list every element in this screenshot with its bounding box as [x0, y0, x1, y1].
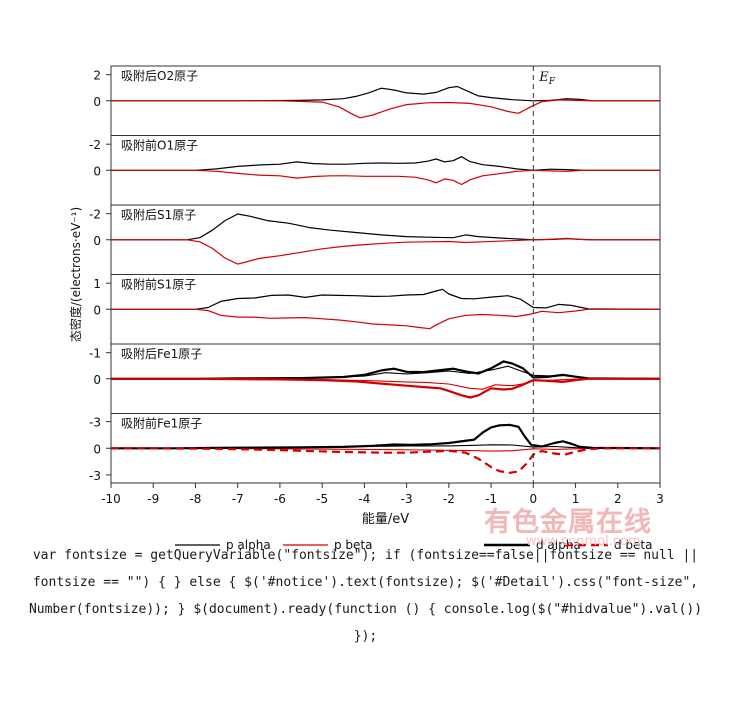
y-tick-label: -2: [89, 208, 101, 222]
y-axis-label: 态密度/(electrons·eV⁻¹): [68, 207, 83, 342]
y-tick-label: -3: [89, 416, 101, 430]
y-tick-label: -1: [89, 347, 101, 361]
panel-title: 吸附后S1原子: [121, 208, 196, 222]
legend-label: d beta: [614, 538, 653, 552]
panel-title: 吸附后O2原子: [121, 69, 198, 83]
panel-title: 吸附前Fe1原子: [121, 416, 202, 431]
x-tick-label: -10: [101, 492, 121, 506]
watermark-main: 有色金属在线: [484, 507, 652, 538]
y-tick-label: 0: [93, 303, 101, 317]
panel-4: 1 0 吸附前S1原子: [93, 274, 661, 345]
x-tick-label: -6: [274, 492, 286, 506]
series-p-alpha-line: [111, 156, 660, 171]
y-tick-label: -3: [89, 469, 101, 483]
legend-label: d alpha: [536, 538, 581, 552]
x-tick-label: 2: [614, 492, 622, 506]
x-tick-label: 0: [529, 492, 537, 506]
x-tick-label: -7: [232, 492, 244, 506]
x-tick-label: 3: [656, 492, 664, 506]
y-tick-label: 0: [93, 442, 101, 456]
fermi-label-subscript: F: [548, 77, 556, 87]
panel-title: 吸附前S1原子: [121, 277, 196, 292]
series-p-alpha-line: [111, 85, 660, 102]
x-tick-label: -1: [485, 492, 497, 506]
panel-3: -2 0 吸附后S1原子: [89, 204, 661, 275]
y-tick-label: 1: [93, 277, 101, 291]
series-p-beta-line: [111, 237, 660, 265]
series-d-alpha-line: [111, 423, 661, 450]
series-p-beta-line: [111, 99, 660, 119]
dos-figure: 2 0 吸附后O2原子 -2 0 吸附前O1原子 -2 0 吸附后S1原子 1 0 吸附前S1原子 -1…: [68, 65, 664, 552]
legend-label: p alpha: [226, 538, 271, 552]
series-p-alpha-line: [111, 288, 661, 310]
panel-title: 吸附前O1原子: [121, 138, 198, 153]
panel-5: -1 0 吸附后Fe1原子: [89, 343, 661, 414]
legend-label: p beta: [334, 538, 373, 552]
x-tick-label: -9: [147, 492, 159, 506]
y-tick-label: -2: [89, 138, 101, 152]
series-d-beta-line: [111, 447, 660, 474]
x-tick-label: -3: [401, 492, 413, 506]
x-tick-label: -2: [443, 492, 455, 506]
x-tick-label: 1: [572, 492, 580, 506]
x-tick-label: -5: [316, 492, 328, 506]
series-d-alpha-line: [111, 360, 661, 380]
y-tick-label: 0: [93, 373, 101, 387]
series-p-beta-line: [111, 447, 660, 452]
fermi-label: EF: [538, 70, 556, 87]
panel-2: -2 0 吸附前O1原子: [89, 135, 661, 206]
x-tick-label: -8: [189, 492, 201, 506]
y-tick-label: 0: [93, 95, 101, 109]
watermark: 有色金属在线 www.cnnmol.com: [484, 500, 674, 560]
panel-title: 吸附后Fe1原子: [121, 347, 202, 361]
series-p-beta-line: [111, 308, 660, 330]
y-tick-label: 2: [93, 69, 101, 83]
watermark-sub: www.cnnmol.com: [526, 534, 641, 549]
legend: p alpha p beta d alpha d beta: [175, 538, 653, 552]
raw-script-text: var fontsize = getQueryVariable("fontsiz…: [28, 548, 703, 644]
x-tick-label: -4: [358, 492, 370, 506]
y-tick-label: 0: [93, 234, 101, 248]
panel-6: -3 0 -3 吸附前Fe1原子: [89, 413, 661, 484]
series-p-beta-line: [111, 169, 660, 186]
y-tick-label: 0: [93, 164, 101, 178]
panel-1: 2 0 吸附后O2原子: [93, 65, 661, 136]
x-axis-label: 能量/eV: [362, 512, 409, 527]
series-d-beta-line: [111, 377, 660, 399]
